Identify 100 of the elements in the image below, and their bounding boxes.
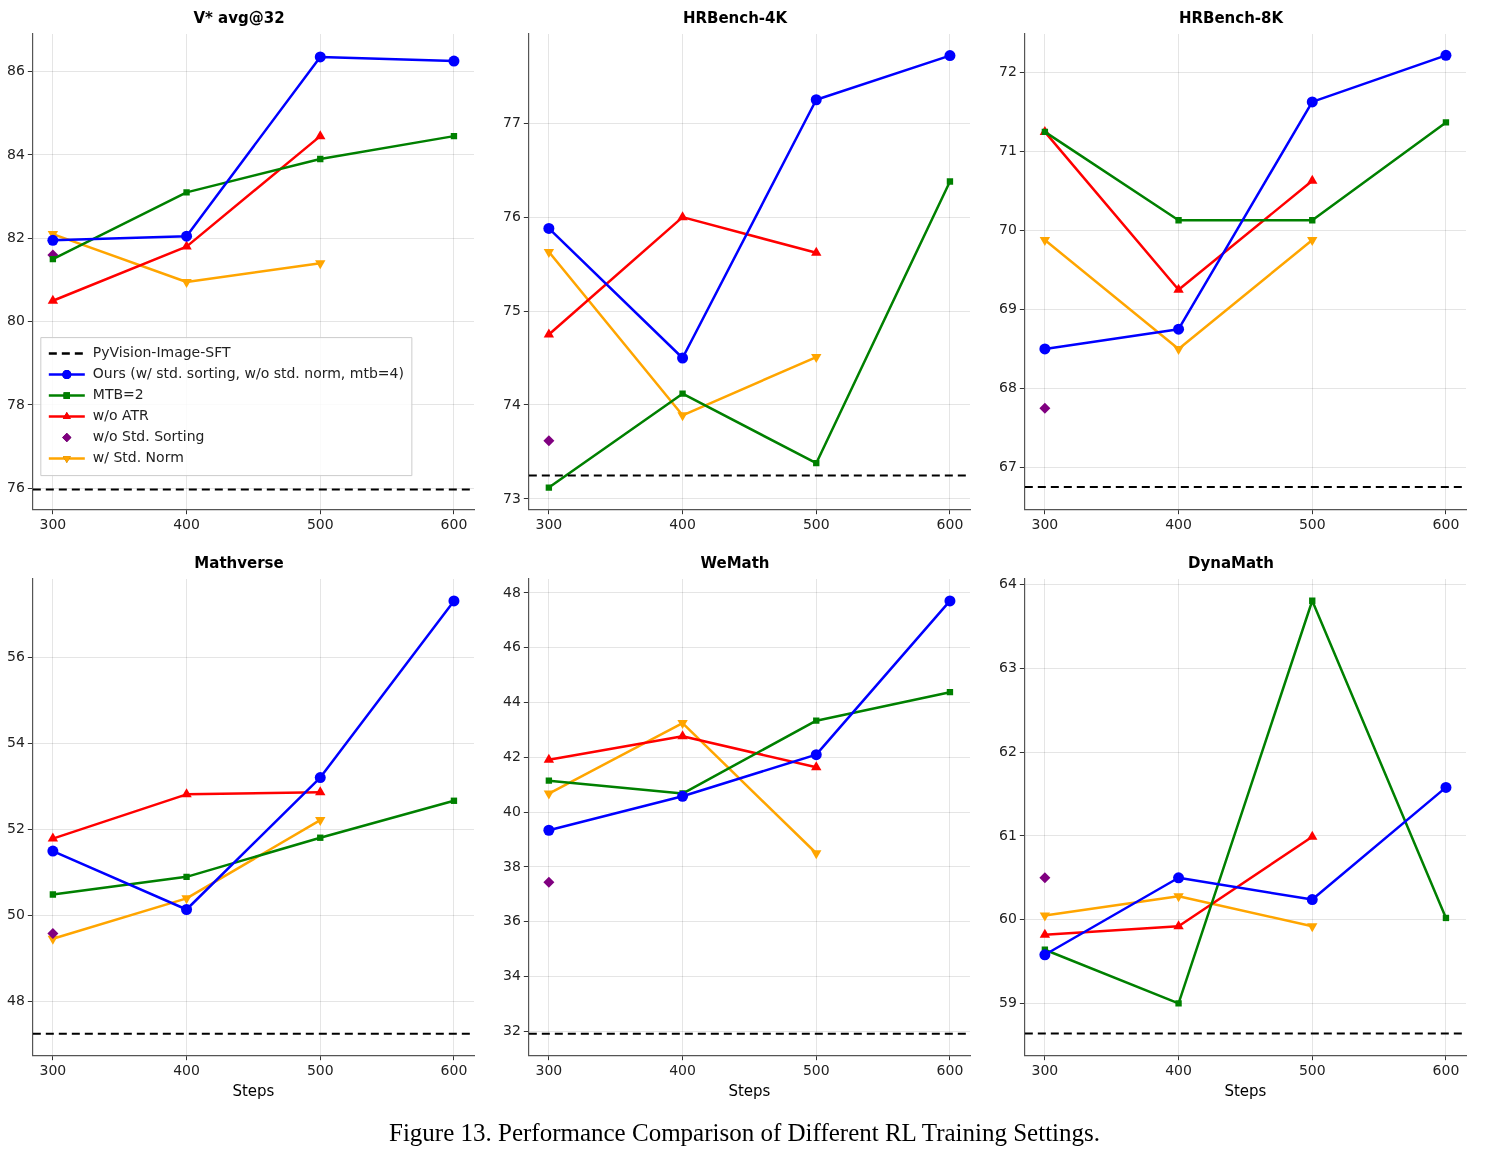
- point: [183, 873, 190, 881]
- point: [946, 178, 954, 185]
- point: [543, 753, 555, 763]
- point: [181, 904, 193, 915]
- point: [944, 595, 956, 607]
- y-tick-label: 36: [502, 912, 521, 929]
- y-tick-label: 74: [502, 395, 521, 412]
- point: [314, 772, 326, 784]
- legend-label: w/o Std. Sorting: [92, 428, 205, 445]
- y-tick-label: 67: [998, 458, 1017, 474]
- point: [1039, 928, 1051, 938]
- x-tick-label: 300: [1031, 516, 1059, 533]
- point: [1442, 119, 1450, 126]
- point: [543, 824, 555, 836]
- point: [811, 354, 822, 364]
- x-tick-label: 300: [39, 1062, 67, 1079]
- legend-label: w/ Std. Norm: [92, 449, 184, 466]
- y-tick-label: 71: [998, 142, 1017, 159]
- y-tick-label: 82: [6, 228, 25, 245]
- point: [1173, 872, 1185, 884]
- y-tick-label: 69: [998, 300, 1017, 317]
- x-tick-label: 500: [306, 1062, 334, 1079]
- point: [811, 246, 822, 256]
- point: [677, 720, 688, 730]
- y-tick-label: 32: [502, 1022, 521, 1038]
- y-tick-label: 40: [502, 802, 521, 819]
- point: [677, 211, 688, 221]
- point: [1440, 49, 1452, 61]
- point: [49, 891, 57, 898]
- x-tick-label: 400: [1165, 516, 1192, 533]
- point: [1440, 781, 1452, 793]
- point: [1306, 894, 1318, 906]
- y-tick-label: 46: [502, 638, 521, 655]
- chart-title: WeMath: [700, 553, 770, 572]
- point: [1306, 96, 1318, 108]
- x-tick-label: 500: [306, 516, 334, 533]
- point: [47, 845, 59, 857]
- y-tick-label: 73: [502, 489, 521, 506]
- x-tick-label: 600: [440, 516, 468, 533]
- x-tick-label: 300: [1031, 1062, 1059, 1079]
- point: [944, 50, 956, 62]
- y-tick-label: 64: [998, 575, 1017, 592]
- y-tick-label: 56: [6, 647, 25, 664]
- point: [315, 786, 326, 796]
- point: [545, 484, 553, 491]
- chart-title: HRBench-4K: [682, 8, 789, 27]
- y-tick-label: 50: [6, 905, 25, 922]
- point: [677, 412, 688, 422]
- point: [448, 55, 460, 67]
- point: [543, 222, 555, 234]
- y-tick-label: 70: [998, 221, 1017, 238]
- point: [183, 189, 190, 196]
- point: [810, 94, 822, 106]
- x-tick-label: 400: [173, 1062, 200, 1079]
- chart-title: Mathverse: [194, 553, 284, 572]
- point: [181, 788, 192, 798]
- point: [677, 790, 689, 802]
- x-axis-title: Steps: [728, 1081, 771, 1100]
- y-tick-label: 60: [998, 910, 1017, 927]
- point: [811, 850, 822, 860]
- point: [1175, 217, 1182, 224]
- y-tick-label: 72: [998, 63, 1017, 80]
- point: [47, 832, 59, 842]
- point: [448, 595, 460, 607]
- x-tick-label: 500: [802, 516, 830, 533]
- point: [47, 928, 59, 940]
- point: [1307, 237, 1318, 247]
- point: [1039, 402, 1051, 414]
- point: [1039, 872, 1051, 884]
- point: [1039, 949, 1051, 961]
- point: [1039, 237, 1051, 247]
- legend-label: Ours (w/ std. sorting, w/o std. norm, mtb=4): [92, 365, 404, 382]
- point: [677, 730, 688, 740]
- y-tick-label: 61: [998, 826, 1017, 843]
- x-tick-label: 600: [440, 1062, 468, 1079]
- x-tick-label: 400: [1165, 1062, 1192, 1079]
- y-tick-label: 76: [502, 207, 521, 224]
- point: [545, 777, 553, 784]
- x-tick-label: 400: [669, 516, 696, 533]
- point: [181, 240, 192, 250]
- y-tick-label: 76: [6, 479, 25, 495]
- x-tick-label: 300: [39, 516, 67, 533]
- y-tick-label: 38: [502, 857, 521, 874]
- y-tick-label: 80: [6, 312, 25, 329]
- point: [1173, 920, 1184, 930]
- point: [813, 717, 820, 724]
- point: [1173, 893, 1184, 903]
- chart-title: DynaMath: [1188, 553, 1274, 572]
- point: [314, 51, 326, 63]
- point: [1039, 912, 1051, 922]
- point: [181, 895, 192, 905]
- point: [543, 248, 555, 258]
- point: [1173, 283, 1184, 293]
- y-tick-label: 63: [998, 659, 1017, 676]
- x-axis-title: Steps: [1224, 1081, 1267, 1100]
- point: [181, 230, 193, 242]
- point: [1173, 323, 1185, 335]
- point: [1307, 830, 1318, 840]
- y-tick-label: 59: [998, 993, 1017, 1010]
- y-tick-label: 78: [6, 395, 25, 412]
